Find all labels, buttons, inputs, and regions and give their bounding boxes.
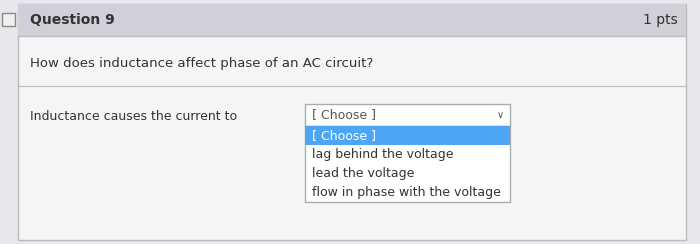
Text: ∨: ∨ xyxy=(496,110,503,120)
Text: 1 pts: 1 pts xyxy=(643,13,678,27)
Text: Inductance causes the current to: Inductance causes the current to xyxy=(30,110,237,122)
Text: lag behind the voltage: lag behind the voltage xyxy=(312,148,454,161)
Bar xyxy=(305,126,510,202)
Bar xyxy=(305,104,510,126)
Text: [ Choose ]: [ Choose ] xyxy=(312,129,376,142)
Text: lead the voltage: lead the voltage xyxy=(312,167,414,180)
Text: How does inductance affect phase of an AC circuit?: How does inductance affect phase of an A… xyxy=(30,58,373,71)
Bar xyxy=(2,13,15,26)
Bar xyxy=(305,126,510,145)
Text: flow in phase with the voltage: flow in phase with the voltage xyxy=(312,186,501,199)
Text: Question 9: Question 9 xyxy=(30,13,115,27)
Bar xyxy=(18,4,686,36)
Text: [ Choose ]: [ Choose ] xyxy=(312,109,376,122)
